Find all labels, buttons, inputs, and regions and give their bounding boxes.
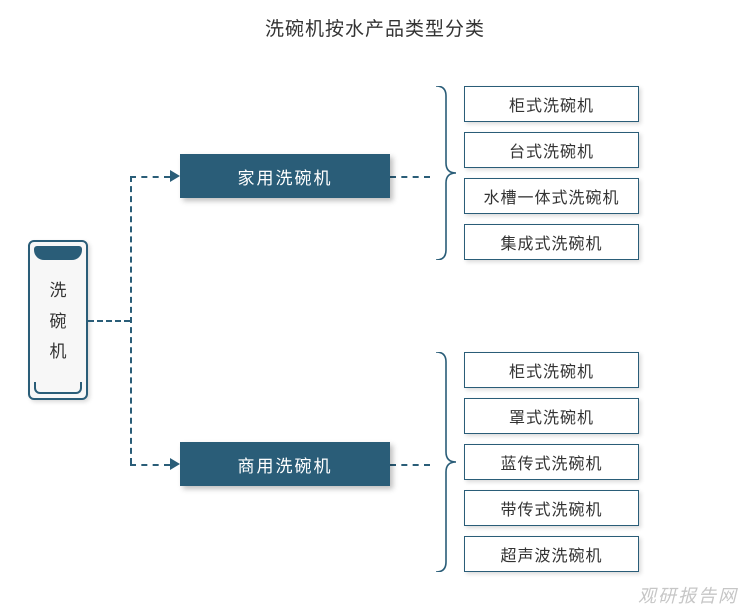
arrow-cat1 <box>170 170 180 182</box>
leaf-node: 台式洗碗机 <box>464 132 639 168</box>
connector-root-stub <box>88 320 130 322</box>
leaf-node: 柜式洗碗机 <box>464 352 639 388</box>
chart-title: 洗碗机按水产品类型分类 <box>0 14 750 41</box>
connector-cat2-right <box>390 464 430 466</box>
watermark: 观研报告网 <box>638 582 738 608</box>
root-node: 洗碗机 <box>28 240 88 400</box>
bracket-home <box>434 86 456 260</box>
leaf-node: 水槽一体式洗碗机 <box>464 178 639 214</box>
leaf-node: 集成式洗碗机 <box>464 224 639 260</box>
category-commercial: 商用洗碗机 <box>180 442 390 486</box>
bracket-commercial <box>434 352 456 572</box>
connector-to-cat1 <box>130 176 170 178</box>
arrow-cat2 <box>170 458 180 470</box>
root-label: 洗碗机 <box>30 276 86 368</box>
leaf-node: 罩式洗碗机 <box>464 398 639 434</box>
category-home: 家用洗碗机 <box>180 154 390 198</box>
connector-to-cat2 <box>130 464 170 466</box>
connector-vertical <box>130 176 132 464</box>
leaf-node: 柜式洗碗机 <box>464 86 639 122</box>
connector-cat1-right <box>390 176 430 178</box>
leaf-node: 超声波洗碗机 <box>464 536 639 572</box>
leaf-node: 带传式洗碗机 <box>464 490 639 526</box>
leaf-node: 蓝传式洗碗机 <box>464 444 639 480</box>
